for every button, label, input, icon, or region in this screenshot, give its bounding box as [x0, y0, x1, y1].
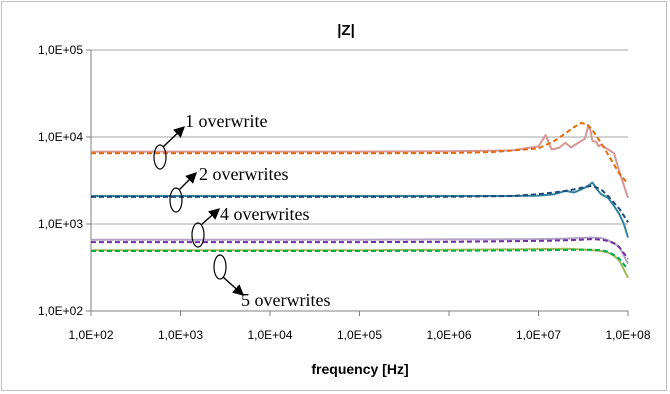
- annotation-label: 5 overwrites: [241, 290, 330, 310]
- series-line-2: [91, 122, 629, 185]
- series-line-4: [91, 184, 629, 223]
- x-tick-label: 1,0E+07: [516, 328, 561, 342]
- annotation-arrow: [222, 276, 245, 296]
- x-tick-label: 1,0E+08: [605, 328, 650, 342]
- series-line-7: [91, 247, 629, 279]
- chart-title: |Z|: [337, 22, 355, 39]
- series-lines: [91, 122, 629, 279]
- annotation-ellipse: [153, 144, 167, 170]
- annotation-ellipse: [169, 187, 183, 213]
- y-tick-label: 1,0E+02: [38, 304, 83, 318]
- annotation-arrow: [162, 126, 186, 148]
- annotation-arrow: [200, 208, 221, 226]
- annotation-ellipse: [213, 254, 227, 280]
- annotation-label: 1 overwrite: [185, 111, 267, 131]
- y-tick-label: 1,0E+05: [38, 43, 83, 57]
- annotation-label: 4 overwrites: [220, 204, 309, 224]
- annotation-arrow: [178, 172, 197, 191]
- annotation-ellipse: [191, 222, 205, 248]
- axes: 1,0E+02 1,0E+03 1,0E+04 1,0E+05 1,0E+02 1,0E+…: [38, 43, 651, 342]
- x-tick-label: 1,0E+05: [337, 328, 382, 342]
- y-tick-label: 1,0E+03: [38, 217, 83, 231]
- x-axis-title: frequency [Hz]: [311, 361, 408, 377]
- x-tick-label: 1,0E+03: [158, 328, 203, 342]
- grid: [91, 49, 628, 312]
- x-tick-label: 1,0E+04: [247, 328, 292, 342]
- y-tick-label: 1,0E+04: [38, 130, 83, 144]
- series-line-8: [91, 248, 629, 271]
- x-tick-label: 1,0E+06: [426, 328, 471, 342]
- series-line-6: [91, 238, 629, 260]
- x-tick-label: 1,0E+02: [68, 328, 113, 342]
- annotation-label: 2 overwrites: [199, 164, 288, 184]
- annotations: 1 overwrite 2 overwrites 4 overwrites 5 ove…: [153, 111, 330, 310]
